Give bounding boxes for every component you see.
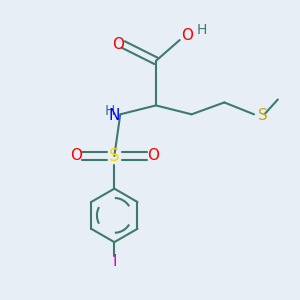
Text: S: S (259, 108, 268, 123)
Text: I: I (112, 254, 117, 269)
Text: S: S (109, 147, 120, 165)
Text: N: N (109, 108, 120, 123)
Text: O: O (181, 28, 193, 43)
Text: H: H (105, 104, 115, 118)
Text: O: O (147, 148, 159, 164)
Text: H: H (197, 22, 207, 37)
Text: O: O (70, 148, 82, 164)
Text: O: O (112, 37, 124, 52)
